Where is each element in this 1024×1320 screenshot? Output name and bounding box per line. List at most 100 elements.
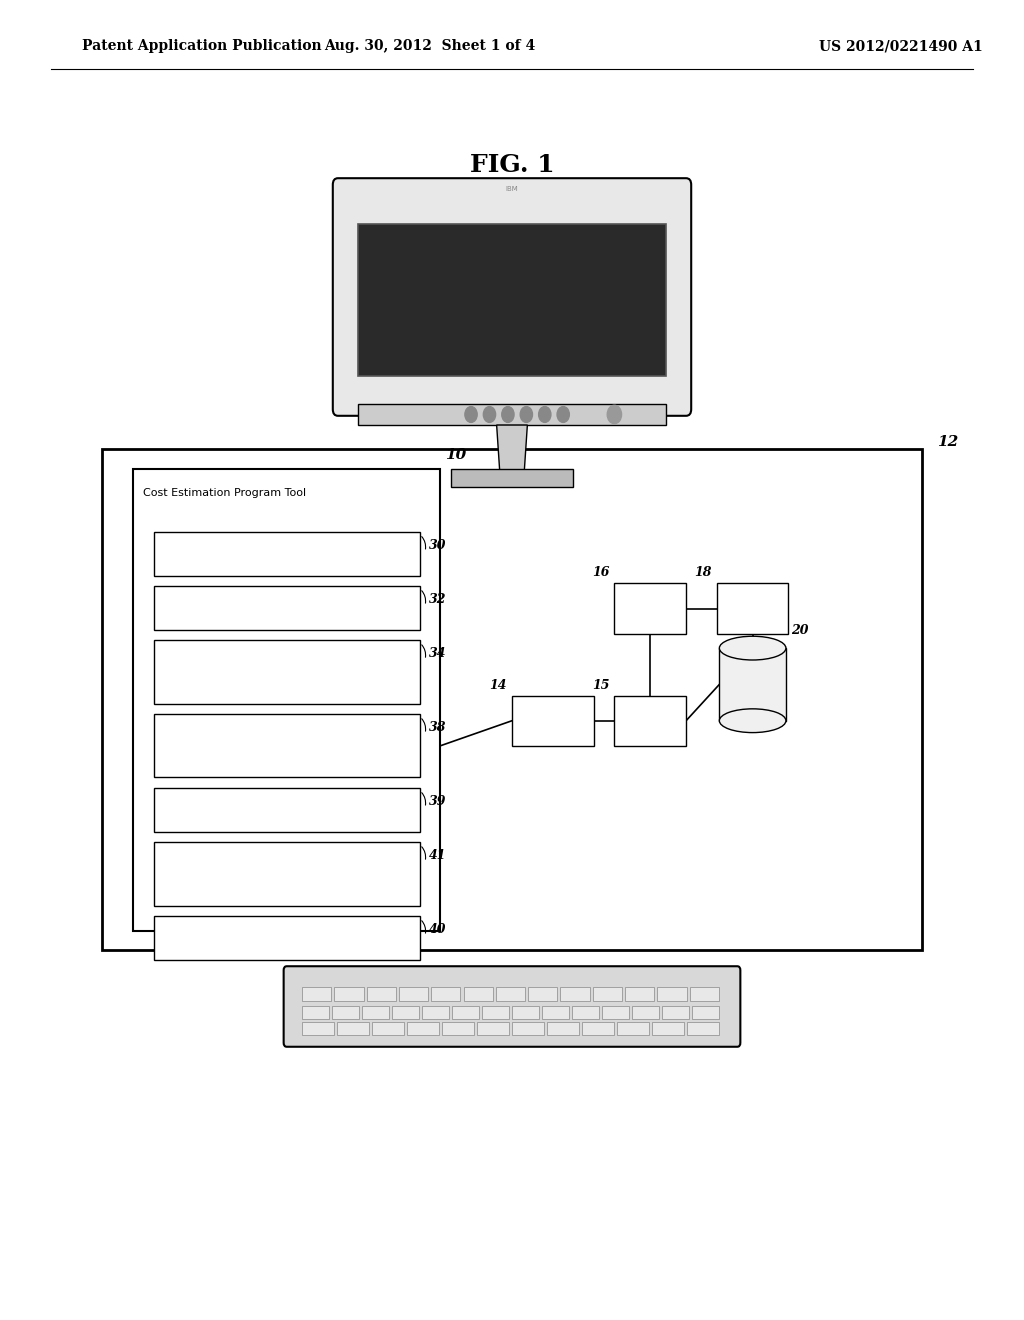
Text: Alternatives Module: Alternatives Module [234,682,339,693]
Text: RAM: RAM [637,602,664,615]
FancyBboxPatch shape [614,696,686,746]
FancyBboxPatch shape [689,987,719,1001]
FancyBboxPatch shape [332,1006,359,1019]
FancyBboxPatch shape [452,1006,479,1019]
Text: O/S: O/S [640,714,660,727]
FancyBboxPatch shape [431,987,461,1001]
FancyBboxPatch shape [154,916,420,960]
Circle shape [502,407,514,422]
Text: Knowledge Base: Knowledge Base [244,756,330,767]
FancyBboxPatch shape [154,532,420,576]
FancyBboxPatch shape [652,1022,684,1035]
Text: Patent Application Publication: Patent Application Publication [82,40,322,53]
FancyBboxPatch shape [632,1006,658,1019]
Text: User Interface Module: User Interface Module [229,549,344,558]
FancyBboxPatch shape [496,987,525,1001]
Ellipse shape [719,636,786,660]
Circle shape [465,407,477,422]
FancyBboxPatch shape [512,696,594,746]
FancyBboxPatch shape [154,586,420,630]
FancyBboxPatch shape [392,1006,419,1019]
Text: 39: 39 [429,795,446,808]
Text: 10: 10 [445,447,467,462]
Text: CPU: CPU [541,714,565,727]
FancyBboxPatch shape [154,640,420,704]
FancyBboxPatch shape [560,987,590,1001]
FancyBboxPatch shape [335,987,364,1001]
Text: Manager: Manager [264,884,309,895]
Text: Cost Estimating Module: Cost Estimating Module [225,603,348,612]
FancyBboxPatch shape [284,966,740,1047]
FancyBboxPatch shape [512,1022,544,1035]
FancyBboxPatch shape [572,1006,599,1019]
FancyBboxPatch shape [582,1022,614,1035]
Text: Framework: Framework [258,933,315,942]
FancyBboxPatch shape [102,449,922,950]
FancyBboxPatch shape [154,842,420,906]
FancyBboxPatch shape [408,1022,439,1035]
FancyBboxPatch shape [372,1022,404,1035]
Text: 18: 18 [694,566,712,579]
FancyBboxPatch shape [528,987,557,1001]
FancyBboxPatch shape [133,469,440,931]
Text: 15: 15 [592,678,609,692]
Text: 40: 40 [429,923,446,936]
Text: Goal - Seeking: Goal - Seeking [249,660,325,671]
Text: Rules, Facts and Data: Rules, Facts and Data [230,734,343,744]
FancyBboxPatch shape [358,404,666,425]
FancyBboxPatch shape [154,714,420,777]
FancyBboxPatch shape [358,224,666,376]
Circle shape [520,407,532,422]
FancyBboxPatch shape [657,987,686,1001]
FancyBboxPatch shape [593,987,622,1001]
Text: 30: 30 [429,539,446,552]
Text: FIG. 1: FIG. 1 [470,153,554,177]
FancyBboxPatch shape [625,987,654,1001]
FancyBboxPatch shape [464,987,493,1001]
Text: 34: 34 [429,647,446,660]
FancyBboxPatch shape [154,788,420,832]
Ellipse shape [719,709,786,733]
FancyBboxPatch shape [512,1006,539,1019]
Polygon shape [719,648,786,721]
FancyBboxPatch shape [337,1022,369,1035]
Text: 38: 38 [429,721,446,734]
Text: 14: 14 [489,678,507,692]
Text: IBM: IBM [506,186,518,191]
FancyBboxPatch shape [442,1022,474,1035]
FancyBboxPatch shape [662,1006,689,1019]
Text: Aug. 30, 2012  Sheet 1 of 4: Aug. 30, 2012 Sheet 1 of 4 [325,40,536,53]
Text: 20: 20 [791,624,809,638]
Text: 32: 32 [429,593,446,606]
FancyBboxPatch shape [692,1006,719,1019]
FancyBboxPatch shape [302,1006,329,1019]
Circle shape [607,405,622,424]
Text: ROM: ROM [739,602,766,615]
FancyBboxPatch shape [302,987,332,1001]
Text: Knowledge Base: Knowledge Base [244,862,330,873]
Text: 16: 16 [592,566,609,579]
Circle shape [539,407,551,422]
FancyBboxPatch shape [614,583,686,634]
FancyBboxPatch shape [616,1022,649,1035]
Text: 12: 12 [937,436,958,449]
FancyBboxPatch shape [547,1022,579,1035]
Circle shape [483,407,496,422]
Text: Sensitivity Module: Sensitivity Module [239,805,335,814]
FancyBboxPatch shape [302,1022,334,1035]
FancyBboxPatch shape [602,1006,629,1019]
FancyBboxPatch shape [482,1006,509,1019]
FancyBboxPatch shape [333,178,691,416]
FancyBboxPatch shape [362,1006,389,1019]
Text: Cost Estimation Program Tool: Cost Estimation Program Tool [143,488,306,499]
FancyBboxPatch shape [477,1022,509,1035]
FancyBboxPatch shape [367,987,396,1001]
FancyBboxPatch shape [687,1022,719,1035]
Text: US 2012/0221490 A1: US 2012/0221490 A1 [819,40,983,53]
Circle shape [557,407,569,422]
FancyBboxPatch shape [422,1006,449,1019]
FancyBboxPatch shape [451,469,573,487]
Polygon shape [497,425,527,471]
FancyBboxPatch shape [399,987,428,1001]
FancyBboxPatch shape [542,1006,569,1019]
